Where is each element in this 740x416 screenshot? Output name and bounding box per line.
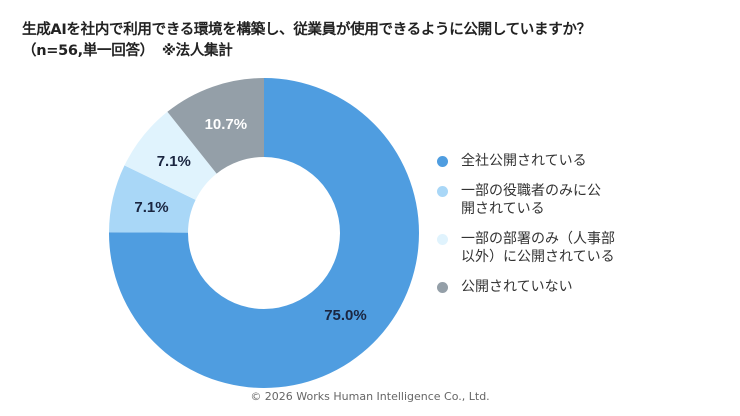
data-label: 10.7% (205, 116, 248, 133)
legend-marker (437, 234, 448, 245)
donut-slice (109, 78, 420, 388)
data-label: 7.1% (157, 153, 191, 170)
title-question: 生成AIを社内で利用できる環境を構築し、従業員が使用できるように公開していますか… (22, 22, 591, 38)
legend-label: 一部の役職者のみに公 (461, 183, 601, 199)
legend-label-cont: 以外）に公開されている (461, 249, 615, 265)
title-sample: （n=56,単一回答） (22, 43, 154, 59)
legend-label-cont: 開されている (461, 201, 545, 217)
chart-title: 生成AIを社内で利用できる環境を構築し、従業員が使用できるように公開していますか… (22, 20, 591, 62)
donut-slice (124, 111, 217, 200)
legend-label: 一部の部署のみ（人事部 (461, 231, 615, 247)
legend-label: 全社公開されている (461, 153, 587, 169)
legend-label: 公開されていない (461, 279, 573, 295)
legend-item: 全社公開されている (436, 152, 631, 170)
legend-marker (437, 186, 448, 197)
copyright: © 2026 Works Human Intelligence Co., Ltd… (250, 390, 490, 403)
legend-item: 一部の役職者のみに公 開されている (436, 182, 631, 218)
data-label: 7.1% (134, 199, 168, 216)
title-note: （n=56,単一回答） ※法人集計 (22, 41, 591, 62)
legend-item: 一部の部署のみ（人事部 以外）に公開されている (436, 230, 631, 266)
legend-item: 公開されていない (436, 278, 631, 296)
legend: 全社公開されている 一部の役職者のみに公 開されている 一部の部署のみ（人事部 以外… (436, 152, 631, 308)
data-label: 75.0% (324, 307, 367, 324)
legend-marker (437, 156, 448, 167)
title-aggregation: ※法人集計 (161, 43, 233, 59)
legend-marker (437, 282, 448, 293)
donut-slice (167, 78, 264, 174)
donut-slice (109, 165, 196, 233)
